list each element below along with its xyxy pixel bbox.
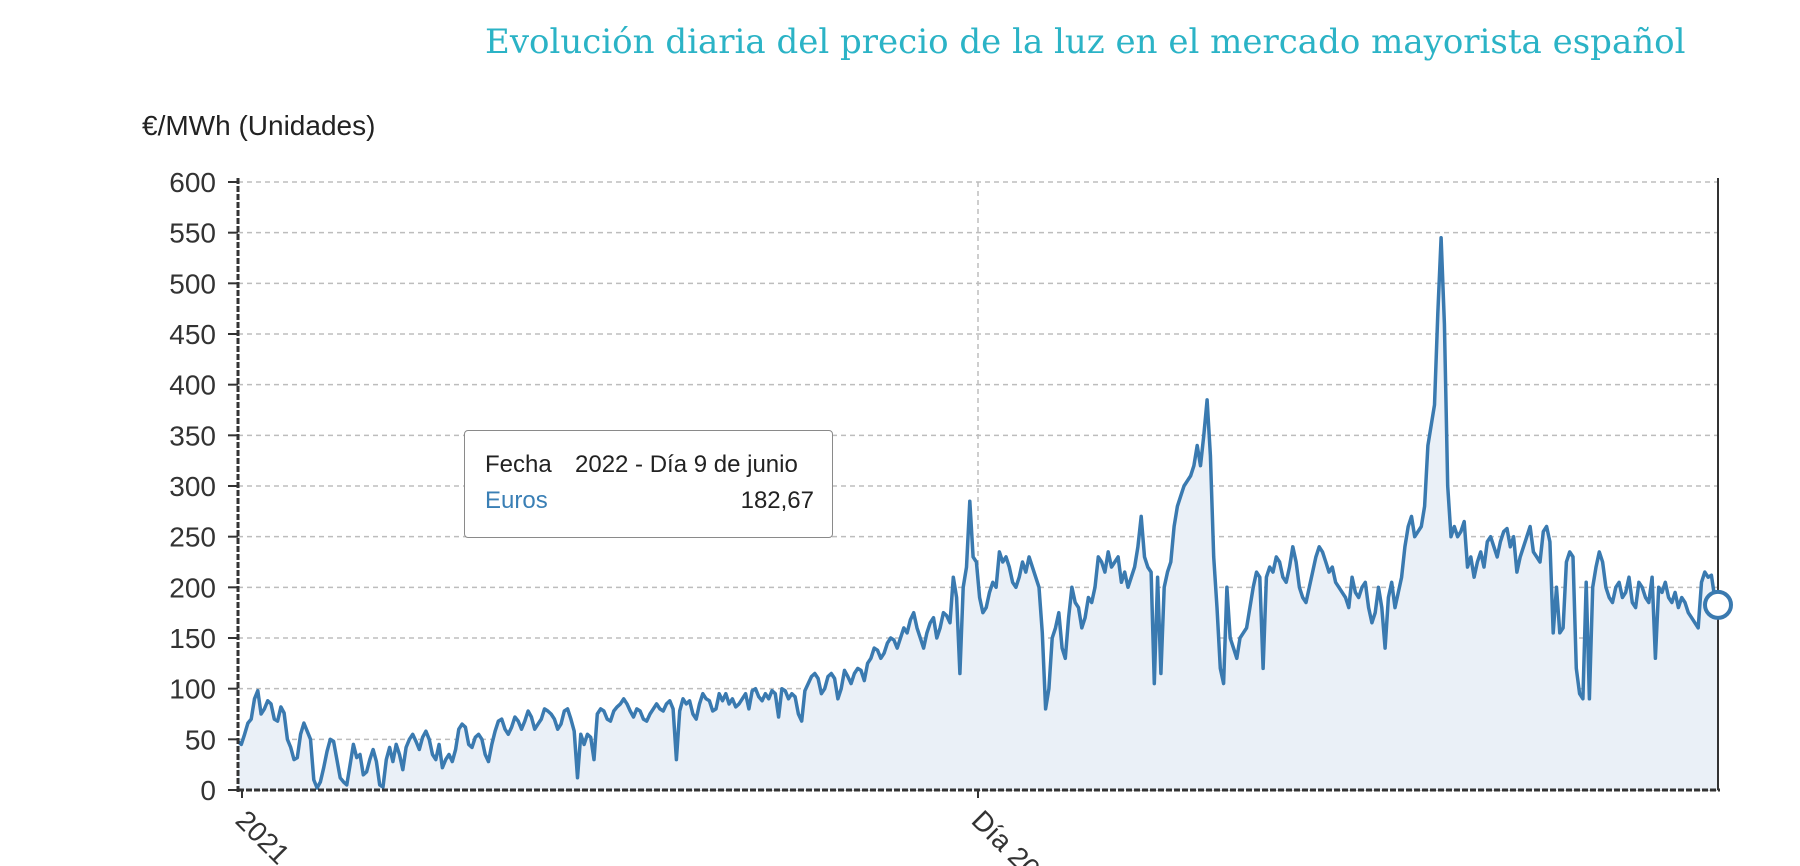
y-tick-label: 550 (169, 218, 216, 249)
price-series-line[interactable] (236, 235, 1720, 790)
y-tick-label: 200 (169, 572, 216, 603)
y-tick-label: 50 (185, 724, 216, 755)
data-tooltip: Fecha 2022 - Día 9 de junio Euros 182,67 (464, 430, 833, 538)
y-tick-label: 450 (169, 319, 216, 350)
y-axis-label: €/MWh (Unidades) (142, 110, 376, 141)
y-tick-label: 300 (169, 471, 216, 502)
x-axis-ticks: 2021 Día 20 d (230, 790, 1063, 866)
y-tick-label: 250 (169, 522, 216, 553)
tooltip-date-value: 2022 - Día 9 de junio (575, 451, 798, 478)
hover-point-marker[interactable] (1703, 589, 1733, 620)
y-tick-label: 350 (169, 420, 216, 451)
x-tick-label: 2021 (230, 804, 296, 866)
y-tick-label: 500 (169, 268, 216, 299)
y-tick-label: 600 (169, 167, 216, 198)
y-tick-label: 400 (169, 370, 216, 401)
tooltip-series-value: 182,67 (740, 487, 814, 514)
y-tick-label: 100 (169, 674, 216, 705)
x-tick-label: Día 20 d (966, 804, 1063, 866)
price-area-fill (238, 237, 1718, 790)
tooltip-date-label: Fecha (485, 451, 552, 478)
y-tick-label: 150 (169, 623, 216, 654)
y-tick-label: 0 (200, 775, 216, 806)
chart-title: Evolución diaria del precio de la luz en… (485, 22, 1686, 62)
y-axis-ticks: 0 50 100 150 200 250 300 350 400 450 500 550 600 (169, 167, 238, 806)
tooltip-series-label: Euros (485, 487, 548, 514)
